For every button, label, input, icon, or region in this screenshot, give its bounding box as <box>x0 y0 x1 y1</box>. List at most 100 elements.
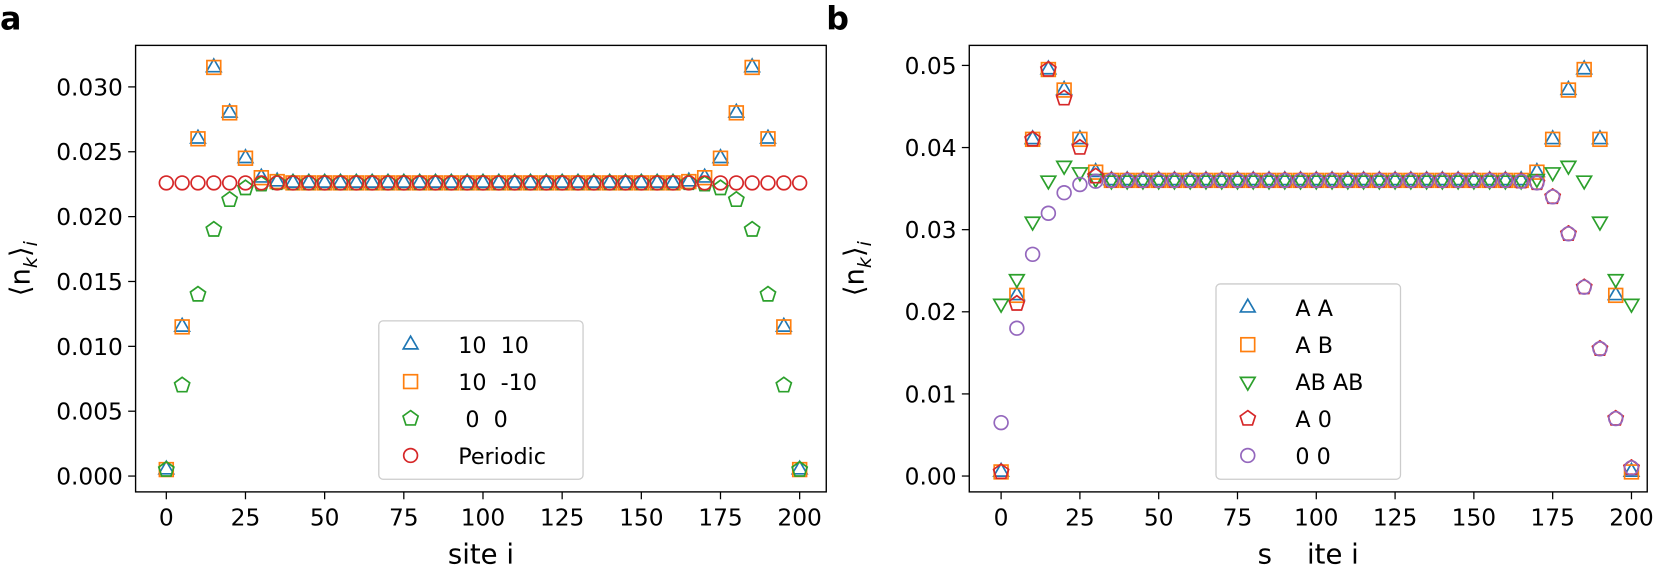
marker <box>1040 205 1057 221</box>
marker <box>316 175 333 191</box>
legend-label: Periodic <box>458 444 546 470</box>
marker <box>1260 175 1278 191</box>
marker <box>189 128 207 144</box>
marker <box>680 171 698 187</box>
marker <box>1622 298 1641 314</box>
y-axis-label: ⟨nk⟩i <box>838 240 875 296</box>
marker <box>1308 172 1325 189</box>
marker <box>1008 294 1026 311</box>
x-tick-label: 75 <box>389 505 419 532</box>
marker <box>586 175 602 191</box>
y-tick-label: 0.00 <box>905 464 957 491</box>
marker <box>1149 175 1168 191</box>
marker <box>1056 185 1072 201</box>
marker <box>1181 175 1200 191</box>
marker <box>402 447 419 464</box>
marker <box>1119 172 1135 189</box>
marker <box>993 414 1009 431</box>
legend-label: A 0 <box>1295 407 1331 433</box>
y-axis-label-part: k <box>20 256 42 268</box>
marker <box>696 169 713 186</box>
marker <box>442 172 461 188</box>
marker <box>1434 172 1451 189</box>
marker <box>1592 131 1608 148</box>
marker <box>632 172 651 188</box>
marker <box>1244 170 1263 186</box>
marker <box>791 175 808 191</box>
marker <box>157 459 176 475</box>
marker <box>1496 175 1515 191</box>
marker <box>1543 129 1562 145</box>
marker <box>284 172 302 188</box>
x-tick-label: 25 <box>231 505 261 532</box>
y-axis-label-part: ⟨n <box>838 268 870 296</box>
marker <box>315 172 334 188</box>
marker <box>1559 79 1578 96</box>
marker <box>521 172 540 188</box>
marker <box>1529 164 1545 180</box>
marker <box>205 220 223 237</box>
marker <box>1055 79 1073 96</box>
marker <box>285 175 301 191</box>
y-tick-label: 0.025 <box>56 139 123 166</box>
marker <box>1039 60 1057 77</box>
marker <box>220 102 239 118</box>
marker <box>300 172 318 188</box>
marker <box>1449 170 1467 186</box>
marker <box>633 175 650 191</box>
marker <box>1150 172 1167 189</box>
x-tick-label: 150 <box>1452 505 1496 532</box>
marker <box>791 460 809 477</box>
marker <box>426 172 445 188</box>
marker <box>1292 172 1309 189</box>
marker <box>712 175 729 191</box>
marker <box>1240 336 1256 353</box>
marker <box>727 190 745 208</box>
marker <box>1260 170 1278 186</box>
marker <box>664 172 682 188</box>
marker <box>1338 175 1357 191</box>
marker <box>712 150 729 166</box>
marker <box>1197 175 1215 191</box>
marker <box>1071 129 1089 145</box>
marker <box>491 175 507 191</box>
marker <box>1543 167 1562 183</box>
x-tick-label: 125 <box>1373 505 1417 532</box>
marker <box>301 175 317 191</box>
marker <box>475 175 491 191</box>
marker <box>1087 164 1104 180</box>
marker <box>1402 170 1420 186</box>
legend-label: 10 10 <box>458 333 529 359</box>
marker <box>522 175 539 191</box>
marker <box>158 175 175 191</box>
y-tick-label: 0.05 <box>905 53 957 80</box>
marker <box>649 175 665 191</box>
marker <box>1023 129 1042 145</box>
marker <box>411 175 428 191</box>
marker <box>427 175 444 191</box>
y-axis-label-part: ⟨n <box>5 268 37 296</box>
marker <box>157 460 175 477</box>
y-tick-label: 0.020 <box>56 204 123 231</box>
marker <box>1622 461 1641 477</box>
marker <box>585 172 603 188</box>
marker <box>1071 167 1089 183</box>
marker <box>1450 172 1466 189</box>
marker <box>1560 226 1577 242</box>
x-tick-label: 200 <box>777 505 821 532</box>
marker <box>1072 131 1088 148</box>
marker <box>190 175 206 191</box>
marker <box>711 148 730 164</box>
marker <box>1103 172 1120 189</box>
marker <box>648 172 666 188</box>
marker <box>1239 409 1257 426</box>
x-tick-label: 0 <box>159 505 174 532</box>
marker <box>1228 170 1247 186</box>
marker <box>1449 175 1467 191</box>
marker <box>1134 170 1152 186</box>
marker <box>443 175 460 191</box>
marker <box>1480 175 1499 191</box>
marker <box>1166 172 1183 189</box>
marker <box>760 175 776 191</box>
